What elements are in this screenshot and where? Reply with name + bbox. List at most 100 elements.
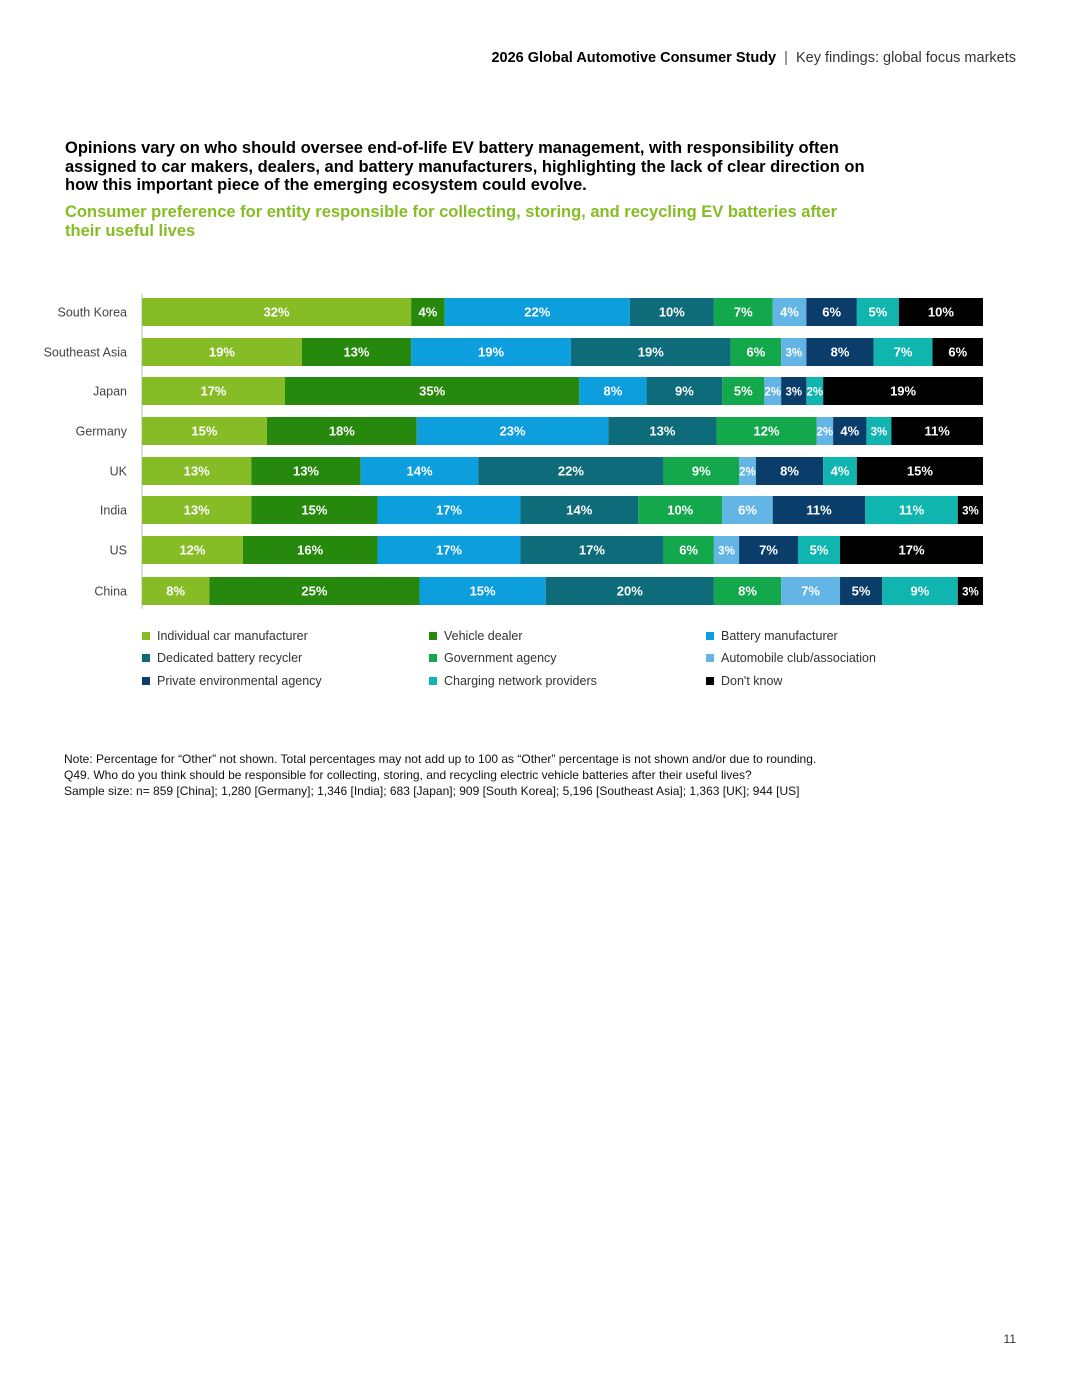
category-label: Southeast Asia [44,346,127,360]
data-label: 5% [852,584,871,599]
data-label: 13% [184,464,210,479]
bar-segment [608,417,717,445]
legend-swatch [429,654,437,663]
bar-segment [663,457,740,485]
bar-segment [638,496,723,524]
data-label: 4% [419,305,438,320]
bar-segment [579,377,647,405]
page-number: 11 [1003,1332,1016,1346]
legend-label: Battery manufacturer [721,628,838,643]
bar-segment [772,298,807,326]
bar-segment [840,536,983,564]
data-label: 12% [179,543,205,558]
bar-segment [520,536,664,564]
bar-segment [865,496,958,524]
bar-segment [957,577,983,605]
data-label: 13% [343,345,369,360]
data-label: 19% [890,384,916,399]
bar-segment [251,457,361,485]
data-label: 9% [911,584,930,599]
data-label: 8% [738,584,757,599]
data-label: 13% [649,424,675,439]
bar-segment [142,577,210,605]
data-label: 8% [604,384,623,399]
legend-item: Vehicle dealer [429,627,706,645]
bar-segment [856,457,983,485]
data-label: 23% [500,424,526,439]
category-label: India [100,504,127,518]
category-label: Germany [76,425,128,439]
data-label: 14% [566,503,592,518]
data-label: 15% [191,424,217,439]
data-label: 17% [200,384,226,399]
bar-segment [882,577,958,605]
bar-segment [781,577,841,605]
data-label: 3% [871,427,888,439]
bar-segment [856,298,899,326]
data-label: 32% [264,305,290,320]
data-label: 19% [638,345,664,360]
chart-notes: Note: Percentage for “Other” not shown. … [64,751,944,799]
report-title: 2026 Global Automotive Consumer Study [491,50,777,66]
legend-label: Private environmental agency [157,673,322,688]
data-label: 22% [524,305,550,320]
data-label: 3% [785,387,802,399]
data-label: 6% [747,345,766,360]
data-label: 16% [297,543,323,558]
data-label: 6% [738,503,757,518]
data-label: 17% [436,503,462,518]
bar-segment [722,496,773,524]
bar-segment [545,577,714,605]
bar-segment [957,496,983,524]
legend-swatch [142,631,150,640]
headline: Opinions vary on who should oversee end-… [65,139,865,194]
legend-label: Individual car manufacturer [157,628,308,643]
data-label: 19% [209,345,235,360]
data-label: 11% [806,503,832,518]
chart-legend: Individual car manufacturer Vehicle deale… [142,627,1002,690]
legend-swatch [706,654,714,663]
legend-item: Automobile club/association [706,650,1002,668]
bar-segment [806,298,857,326]
legend-label: Government agency [444,651,557,666]
page-header: 2026 Global Automotive Consumer Study | … [491,50,1016,66]
bar-segment [823,457,857,485]
bar-segment [520,496,639,524]
bar-segment [755,457,824,485]
bar-segment [142,536,243,564]
data-label: 10% [659,305,685,320]
legend-item: Don't know [706,672,1002,690]
header-separator: | [784,50,788,66]
bar-segment [840,577,883,605]
data-label: 9% [692,464,711,479]
bar-segment [781,338,807,366]
data-label: 17% [579,543,605,558]
stacked-bar-chart: South Korea 32% 4% 22% 10% 7% 4% 6% 5% 10% Southea… [44,294,983,609]
data-label: 17% [436,543,462,558]
bar-segment [377,496,521,524]
data-label: 4% [780,305,799,320]
bar-segment [806,377,824,405]
bar-segment [823,377,983,405]
sample-size-line: Sample size: n= 859 [China]; 1,280 [Germ… [64,784,800,798]
bar-segment [816,417,834,445]
data-label: 7% [894,345,913,360]
bar-segment [419,577,546,605]
bar-segment [739,536,798,564]
data-label: 2% [764,387,781,399]
data-label: 8% [780,464,799,479]
legend-label: Dedicated battery recycler [157,651,303,666]
data-label: 9% [675,384,694,399]
data-label: 20% [617,584,643,599]
bar-segment [713,298,773,326]
data-label: 18% [329,424,355,439]
data-label: 5% [810,543,829,558]
bar-segment [866,417,892,445]
bar-segment [142,377,285,405]
data-label: 11% [925,424,951,439]
chart-title: Consumer preference for entity responsib… [65,203,838,240]
bar-segment [646,377,723,405]
legend-swatch [706,676,714,685]
bar-segment [251,496,378,524]
data-label: 4% [831,464,850,479]
